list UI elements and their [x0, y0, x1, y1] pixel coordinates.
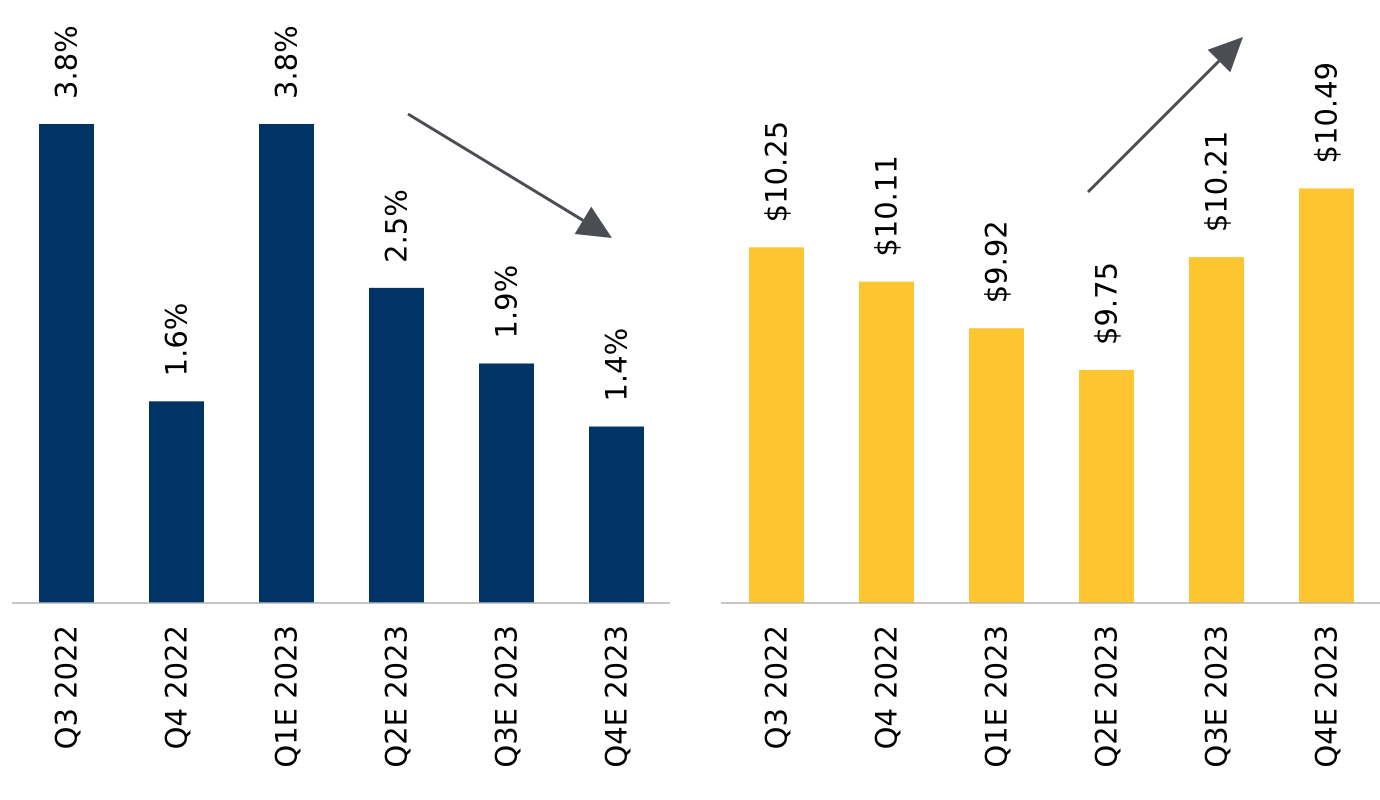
right-bar-2	[859, 281, 914, 603]
left-bar-chart: 3.8% Q3 2022 1.6% Q4 2022 3.8% Q1E 2023 2.5% Q2…	[12, 25, 670, 768]
right-bar-5	[1189, 257, 1244, 603]
right-data-label-3: $9.92	[980, 220, 1014, 303]
right-data-label-2: $10.11	[870, 155, 904, 256]
left-tick-label-5: Q3E 2023	[490, 625, 524, 768]
right-bar-chart: $10.25 Q3 2022 $10.11 Q4 2022 $9.92 Q1E 2023 $…	[721, 37, 1380, 768]
right-data-label-4: $9.75	[1090, 262, 1124, 345]
right-tick-label-6: Q4E 2023	[1310, 625, 1344, 768]
left-bar-3	[259, 124, 314, 603]
left-data-label-2: 1.6%	[160, 303, 194, 377]
left-tick-label-3: Q1E 2023	[270, 625, 304, 768]
left-trend-arrow-head	[574, 206, 612, 238]
left-data-label-6: 1.4%	[600, 328, 634, 402]
right-bar-3	[969, 328, 1024, 603]
right-trend-arrow-shaft	[1086, 59, 1221, 194]
right-tick-label-5: Q3E 2023	[1200, 625, 1234, 768]
left-data-label-3: 3.8%	[270, 25, 304, 99]
right-tick-label-3: Q1E 2023	[980, 625, 1014, 768]
left-tick-label-2: Q4 2022	[160, 625, 194, 749]
left-bar-6	[589, 426, 644, 603]
left-bar-2	[149, 401, 204, 603]
left-data-label-5: 1.9%	[490, 265, 524, 339]
left-bar-5	[479, 363, 534, 603]
left-data-label-4: 2.5%	[380, 189, 414, 263]
right-bar-1	[749, 247, 804, 603]
right-bar-6	[1299, 188, 1354, 603]
left-bar-1	[39, 124, 94, 603]
right-tick-label-2: Q4 2022	[870, 625, 904, 749]
right-tick-label-4: Q2E 2023	[1090, 625, 1124, 768]
left-data-label-1: 3.8%	[50, 25, 84, 99]
right-data-label-5: $10.21	[1200, 131, 1234, 232]
right-trend-arrow-head	[1207, 37, 1243, 73]
right-tick-label-1: Q3 2022	[760, 625, 794, 749]
right-data-label-6: $10.49	[1310, 62, 1344, 163]
left-bar-4	[369, 287, 424, 603]
right-bar-4	[1079, 369, 1134, 603]
left-tick-label-1: Q3 2022	[50, 625, 84, 749]
left-trend-arrow-shaft	[407, 112, 584, 222]
left-tick-label-4: Q2E 2023	[380, 625, 414, 768]
right-data-label-1: $10.25	[760, 121, 794, 222]
left-tick-label-6: Q4E 2023	[600, 625, 634, 768]
